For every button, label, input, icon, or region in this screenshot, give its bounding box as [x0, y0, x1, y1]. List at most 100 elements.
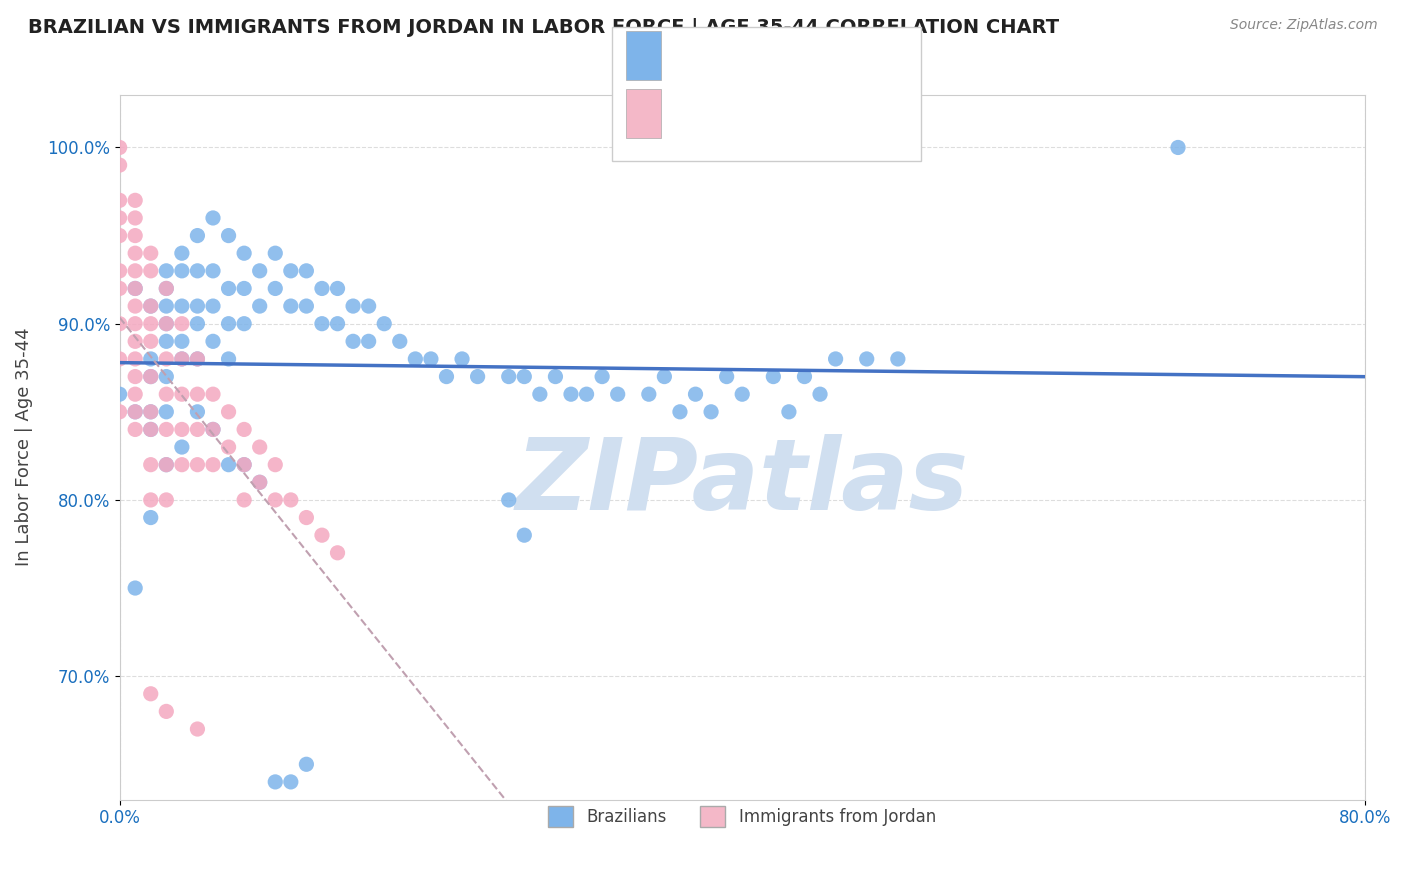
Y-axis label: In Labor Force | Age 35-44: In Labor Force | Age 35-44	[15, 327, 32, 566]
Point	[108, 140, 131, 154]
Point	[139, 317, 162, 331]
Point	[233, 317, 256, 331]
Point	[108, 228, 131, 243]
Point	[1167, 140, 1189, 154]
Point	[186, 228, 208, 243]
Point	[264, 492, 287, 507]
Point	[139, 510, 162, 524]
Point	[108, 281, 131, 295]
Point	[264, 458, 287, 472]
Point	[264, 281, 287, 295]
Point	[887, 351, 910, 366]
Point	[280, 492, 302, 507]
Point	[186, 317, 208, 331]
Point	[139, 458, 162, 472]
Point	[170, 351, 193, 366]
Point	[560, 387, 582, 401]
Point	[139, 299, 162, 313]
Point	[139, 334, 162, 349]
Point	[139, 246, 162, 260]
Point	[155, 299, 177, 313]
Point	[139, 687, 162, 701]
Point	[467, 369, 489, 384]
Point	[295, 264, 318, 278]
Point	[218, 458, 240, 472]
Point	[155, 705, 177, 719]
Point	[186, 422, 208, 436]
Point	[170, 458, 193, 472]
Point	[124, 211, 146, 225]
Point	[170, 264, 193, 278]
Point	[218, 351, 240, 366]
Text: ZIPatlas: ZIPatlas	[516, 434, 969, 531]
Point	[155, 281, 177, 295]
Point	[139, 422, 162, 436]
Point	[155, 387, 177, 401]
Point	[218, 317, 240, 331]
Point	[170, 334, 193, 349]
Point	[326, 546, 349, 560]
Point	[186, 264, 208, 278]
Point	[124, 387, 146, 401]
Point	[124, 405, 146, 419]
Point	[155, 405, 177, 419]
Point	[186, 458, 208, 472]
Point	[139, 492, 162, 507]
Point	[342, 299, 364, 313]
Point	[498, 369, 520, 384]
Point	[280, 299, 302, 313]
Point	[311, 528, 333, 542]
Point	[139, 422, 162, 436]
Point	[170, 299, 193, 313]
Point	[124, 405, 146, 419]
Point	[793, 369, 815, 384]
Point	[606, 387, 628, 401]
Point	[436, 369, 458, 384]
Point	[170, 317, 193, 331]
Point	[201, 211, 224, 225]
Point	[186, 722, 208, 736]
Point	[186, 351, 208, 366]
Point	[139, 351, 162, 366]
Point	[373, 317, 395, 331]
Point	[155, 369, 177, 384]
Point	[264, 246, 287, 260]
Point	[295, 510, 318, 524]
Point	[669, 405, 692, 419]
Point	[280, 775, 302, 789]
Point	[326, 317, 349, 331]
Point	[124, 281, 146, 295]
Point	[295, 757, 318, 772]
Legend: Brazilians, Immigrants from Jordan: Brazilians, Immigrants from Jordan	[541, 800, 942, 833]
Point	[419, 351, 441, 366]
Point	[295, 299, 318, 313]
Point	[357, 334, 380, 349]
Point	[108, 405, 131, 419]
Point	[388, 334, 411, 349]
Point	[155, 422, 177, 436]
Point	[108, 351, 131, 366]
Point	[233, 458, 256, 472]
Point	[513, 528, 536, 542]
Text: N = 96: N = 96	[787, 44, 855, 62]
Point	[124, 264, 146, 278]
Point	[218, 281, 240, 295]
Point	[357, 299, 380, 313]
Point	[186, 387, 208, 401]
Point	[249, 440, 271, 454]
Point	[249, 299, 271, 313]
Point	[685, 387, 707, 401]
Point	[326, 281, 349, 295]
Point	[451, 351, 474, 366]
Point	[311, 317, 333, 331]
Point	[155, 264, 177, 278]
Point	[155, 351, 177, 366]
Text: R = -0.116: R = -0.116	[675, 102, 772, 120]
Point	[108, 387, 131, 401]
Point	[654, 369, 676, 384]
Point	[249, 475, 271, 490]
Point	[124, 334, 146, 349]
Point	[201, 458, 224, 472]
Point	[170, 440, 193, 454]
Point	[155, 334, 177, 349]
